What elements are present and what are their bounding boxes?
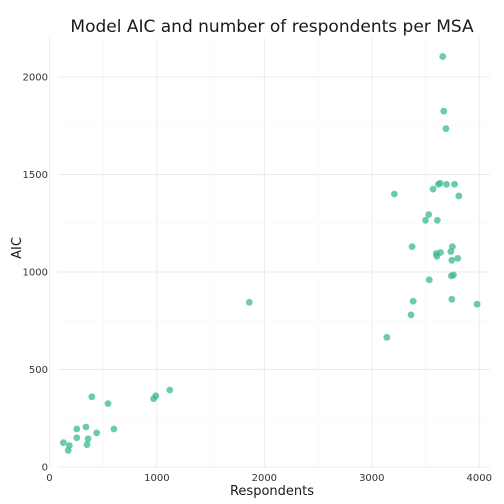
data-point <box>439 53 447 60</box>
data-point <box>73 434 81 442</box>
data-point <box>454 254 462 262</box>
x-tick-label: 4000 <box>467 473 492 484</box>
data-point <box>409 297 417 305</box>
data-point <box>104 400 112 408</box>
data-point <box>425 276 433 284</box>
data-point <box>408 243 416 251</box>
y-tick-label: 1500 <box>23 170 48 181</box>
data-point <box>455 192 463 200</box>
data-point <box>451 180 458 188</box>
data-point <box>93 429 101 437</box>
data-point <box>422 216 429 224</box>
data-point <box>450 271 457 279</box>
data-point <box>390 190 398 198</box>
x-tick-label: 1000 <box>144 473 169 484</box>
data-point <box>442 125 450 133</box>
data-point <box>383 333 391 341</box>
data-point <box>73 425 81 433</box>
data-point <box>65 442 73 449</box>
data-point <box>245 298 253 306</box>
data-point <box>84 435 92 443</box>
y-tick-label: 2000 <box>23 73 48 84</box>
data-point <box>437 249 444 256</box>
data-point <box>83 441 91 448</box>
data-point <box>448 256 456 264</box>
data-point <box>448 243 456 251</box>
data-point <box>407 311 415 319</box>
x-axis-ticks: 0 1000 2000 3000 4000 <box>46 473 492 484</box>
x-axis-label: Respondents <box>230 484 314 499</box>
data-point <box>59 439 67 447</box>
data-point <box>425 211 433 218</box>
data-point <box>440 107 448 115</box>
x-tick-label: 3000 <box>359 473 384 484</box>
data-point <box>448 295 456 303</box>
data-point <box>152 392 160 400</box>
data-point <box>166 386 174 394</box>
data-point <box>473 300 481 308</box>
x-tick-label: 2000 <box>252 473 277 484</box>
data-points <box>59 53 481 454</box>
data-point <box>433 216 441 224</box>
y-axis-ticks: 0 500 1000 1500 2000 <box>23 73 48 474</box>
y-tick-label: 500 <box>29 365 48 376</box>
data-point <box>82 423 90 431</box>
data-point <box>436 179 444 187</box>
data-point <box>88 393 96 401</box>
chart-title: Model AIC and number of respondents per … <box>70 17 474 37</box>
data-point <box>110 425 118 433</box>
y-tick-label: 1000 <box>23 268 48 279</box>
y-axis-label: AIC <box>10 237 25 259</box>
data-point <box>429 185 437 193</box>
data-point <box>443 180 450 188</box>
y-tick-label: 0 <box>42 463 48 474</box>
x-tick-label: 0 <box>46 473 52 484</box>
grid <box>48 38 490 468</box>
